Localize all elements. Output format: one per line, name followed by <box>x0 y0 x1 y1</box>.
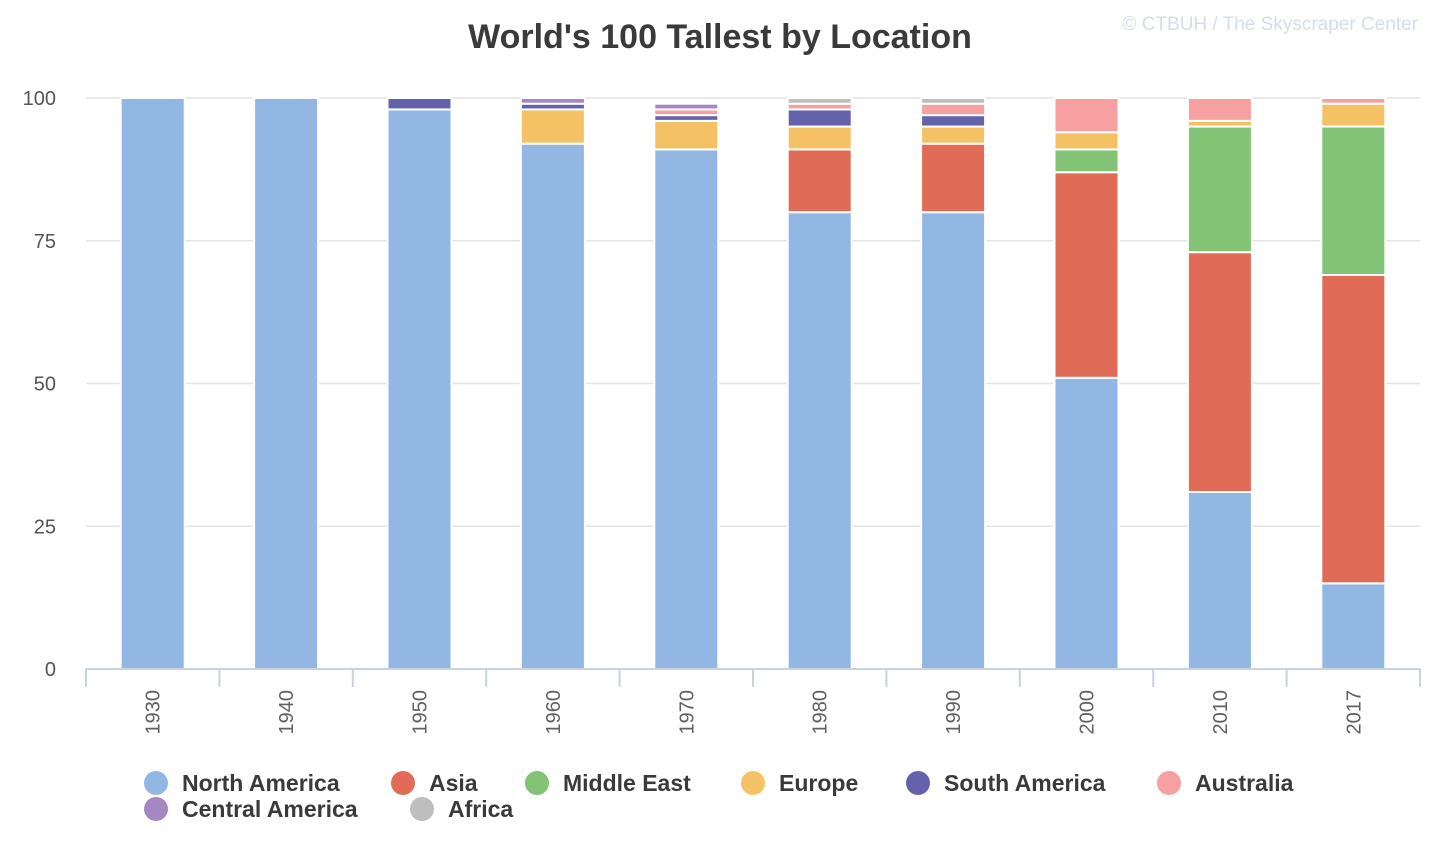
bar-segment[interactable] <box>653 119 720 151</box>
legend-item[interactable]: North America <box>144 770 340 796</box>
legend-label: Europe <box>779 770 858 796</box>
x-axis-ticks: 1930 1940 1950 1960 1970 1980 1990 2000 2010 2017 <box>143 690 1366 735</box>
bar-segment[interactable] <box>920 125 987 145</box>
x-axis <box>85 668 1421 687</box>
legend-label: North America <box>182 770 340 796</box>
x-tick-label: 1990 <box>943 690 965 735</box>
bar-segment[interactable] <box>1186 125 1253 254</box>
y-tick-label: 50 <box>34 374 56 396</box>
bar-segment[interactable] <box>1053 131 1120 151</box>
legend: North America Asia Middle East Europe South … <box>144 770 1294 822</box>
bar-segment[interactable] <box>1186 490 1253 670</box>
bar-segment[interactable] <box>519 97 586 105</box>
bar-segment[interactable] <box>119 97 186 670</box>
legend-item[interactable]: Asia <box>391 770 478 796</box>
bar-segment[interactable] <box>1186 97 1253 122</box>
x-tick-label: 1960 <box>543 690 565 735</box>
legend-swatch <box>144 771 168 795</box>
legend-swatch <box>410 797 434 821</box>
legend-item[interactable]: Australia <box>1157 770 1294 796</box>
bar-segment[interactable] <box>1320 97 1387 105</box>
bar-segment[interactable] <box>1186 251 1253 493</box>
bar-segment[interactable] <box>786 211 853 670</box>
bar-segment[interactable] <box>786 108 853 128</box>
bar-segment[interactable] <box>1053 171 1120 379</box>
legend-item[interactable]: Central America <box>144 796 358 822</box>
legend-label: South America <box>944 770 1106 796</box>
x-tick-label: 1980 <box>810 690 832 735</box>
bar-segment[interactable] <box>920 97 987 105</box>
legend-item[interactable]: South America <box>906 770 1106 796</box>
bar-segment[interactable] <box>253 97 320 670</box>
legend-item[interactable]: Africa <box>410 796 513 822</box>
bar-segment[interactable] <box>786 148 853 214</box>
legend-swatch <box>741 771 765 795</box>
legend-label: Asia <box>429 770 478 796</box>
legend-label: Central America <box>182 796 358 822</box>
bar-segment[interactable] <box>519 142 586 670</box>
bar-segment[interactable] <box>920 142 987 214</box>
credit-link[interactable]: © CTBUH / The Skyscraper Center <box>1122 14 1418 35</box>
bar-segment[interactable] <box>386 108 453 671</box>
legend-swatch <box>391 771 415 795</box>
legend-swatch <box>906 771 930 795</box>
legend-label: Africa <box>448 796 513 822</box>
bar-segment[interactable] <box>786 97 853 105</box>
bar-segment[interactable] <box>1053 148 1120 174</box>
bar-segment[interactable] <box>1320 125 1387 277</box>
x-tick-label: 2000 <box>1077 690 1099 735</box>
x-tick-label: 1950 <box>410 690 432 735</box>
bar-segment[interactable] <box>786 125 853 151</box>
x-tick-label: 2017 <box>1343 690 1365 735</box>
legend-swatch <box>144 797 168 821</box>
chart-title: World's 100 Tallest by Location <box>468 18 972 56</box>
bar-segment[interactable] <box>1320 274 1387 585</box>
legend-item[interactable]: Middle East <box>525 770 691 796</box>
bar-segment[interactable] <box>920 114 987 128</box>
legend-label: Australia <box>1195 770 1294 796</box>
bar-segment[interactable] <box>920 211 987 670</box>
bar-segment[interactable] <box>519 108 586 145</box>
bar-segment[interactable] <box>920 102 987 117</box>
bar-segment[interactable] <box>1320 102 1387 128</box>
y-tick-label: 75 <box>34 231 56 253</box>
bar-segment[interactable] <box>653 102 720 111</box>
legend-swatch <box>525 771 549 795</box>
y-tick-label: 25 <box>34 516 56 538</box>
x-tick-label: 1940 <box>276 690 298 735</box>
y-tick-label: 0 <box>45 659 56 681</box>
legend-item[interactable]: Europe <box>741 770 858 796</box>
y-axis-ticks: 0 25 50 75 100 <box>23 88 56 681</box>
bar-segment[interactable] <box>1053 376 1120 670</box>
bar-segment[interactable] <box>1320 582 1387 670</box>
legend-label: Middle East <box>563 770 691 796</box>
bar-segment[interactable] <box>386 97 453 111</box>
bar-segment[interactable] <box>1053 97 1120 134</box>
x-tick-label: 2010 <box>1210 690 1232 735</box>
x-tick-label: 1930 <box>143 690 165 735</box>
x-tick-label: 1970 <box>676 690 698 735</box>
bar-segment[interactable] <box>653 148 720 670</box>
y-tick-label: 100 <box>23 88 56 110</box>
legend-swatch <box>1157 771 1181 795</box>
